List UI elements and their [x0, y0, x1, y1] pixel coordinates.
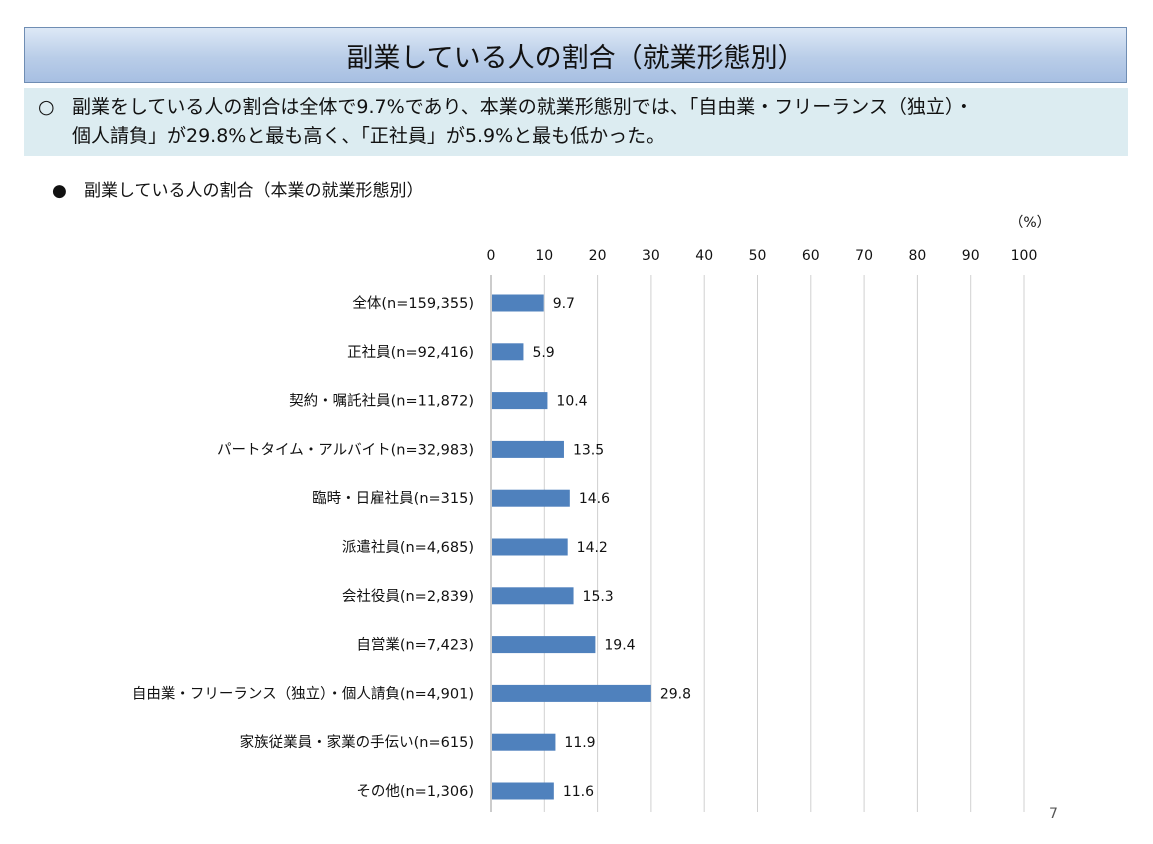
bar [492, 343, 524, 361]
filled-circle-bullet-icon: ● [52, 181, 67, 201]
x-tick-label: 0 [487, 248, 496, 264]
data-label: 14.2 [577, 540, 608, 556]
data-label: 13.5 [573, 442, 604, 458]
bar [492, 538, 568, 556]
category-label: 全体(n=159,355) [352, 294, 474, 312]
x-tick-label: 40 [695, 248, 713, 264]
summary-line-1: ○ 副業をしている人の割合は全体で9.7%であり、本業の就業形態別では、「自由業・… [38, 93, 1114, 122]
x-axis-unit-label: （%） [1009, 215, 1050, 231]
data-label: 14.6 [579, 491, 610, 507]
x-tick-label: 50 [749, 248, 767, 264]
bar [492, 782, 554, 800]
data-label: 15.3 [583, 589, 614, 605]
category-label: 臨時・日雇社員(n=315) [312, 490, 474, 507]
category-label: 契約・嘱託社員(n=11,872) [289, 393, 474, 410]
x-tick-label: 80 [908, 248, 926, 264]
category-label: 会社役員(n=2,839) [342, 588, 474, 605]
category-label: 自由業・フリーランス（独立）・個人請負(n=4,901) [132, 685, 474, 702]
data-label: 10.4 [556, 394, 587, 410]
category-label: 家族従業員・家業の手伝い(n=615) [240, 734, 474, 751]
x-tick-label: 10 [535, 248, 553, 264]
slide-title: 副業している人の割合（就業形態別） [346, 42, 805, 74]
bar [492, 684, 651, 702]
page-number: 7 [1049, 806, 1058, 822]
category-label: 自営業(n=7,423) [356, 637, 474, 654]
x-tick-label: 100 [1011, 248, 1038, 264]
bar [492, 733, 556, 751]
data-label: 11.6 [563, 784, 594, 800]
data-label: 29.8 [660, 686, 691, 702]
category-label: 派遣社員(n=4,685) [342, 539, 474, 556]
data-label: 5.9 [532, 345, 554, 361]
bar [492, 636, 596, 654]
bar [492, 392, 548, 410]
data-label: 9.7 [553, 296, 575, 312]
x-tick-label: 90 [962, 248, 980, 264]
data-label: 19.4 [604, 638, 635, 654]
summary-text-2: 個人請負」が29.8%と最も高く、「正社員」が5.9%と最も低かった。 [72, 125, 666, 147]
x-tick-label: 60 [802, 248, 820, 264]
bar [492, 294, 544, 312]
x-tick-label: 20 [589, 248, 607, 264]
category-label: その他(n=1,306) [356, 783, 474, 800]
bar [492, 489, 570, 507]
chart-subtitle-text: 副業している人の割合（本業の就業形態別） [84, 181, 424, 201]
bar [492, 587, 574, 605]
summary-text-1: 副業をしている人の割合は全体で9.7%であり、本業の就業形態別では、「自由業・フ… [72, 96, 974, 118]
category-label: パートタイム・アルバイト(n=32,983) [217, 441, 474, 458]
summary-box: ○ 副業をしている人の割合は全体で9.7%であり、本業の就業形態別では、「自由業・… [24, 88, 1128, 156]
x-tick-label: 70 [855, 248, 873, 264]
circle-bullet-icon: ○ [38, 96, 55, 118]
bar [492, 440, 564, 458]
data-label: 11.9 [564, 735, 595, 751]
x-tick-label: 30 [642, 248, 660, 264]
category-label: 正社員(n=92,416) [347, 344, 474, 361]
slide-title-banner: 副業している人の割合（就業形態別） [24, 27, 1127, 83]
chart-subtitle: ● 副業している人の割合（本業の就業形態別） [52, 176, 424, 201]
